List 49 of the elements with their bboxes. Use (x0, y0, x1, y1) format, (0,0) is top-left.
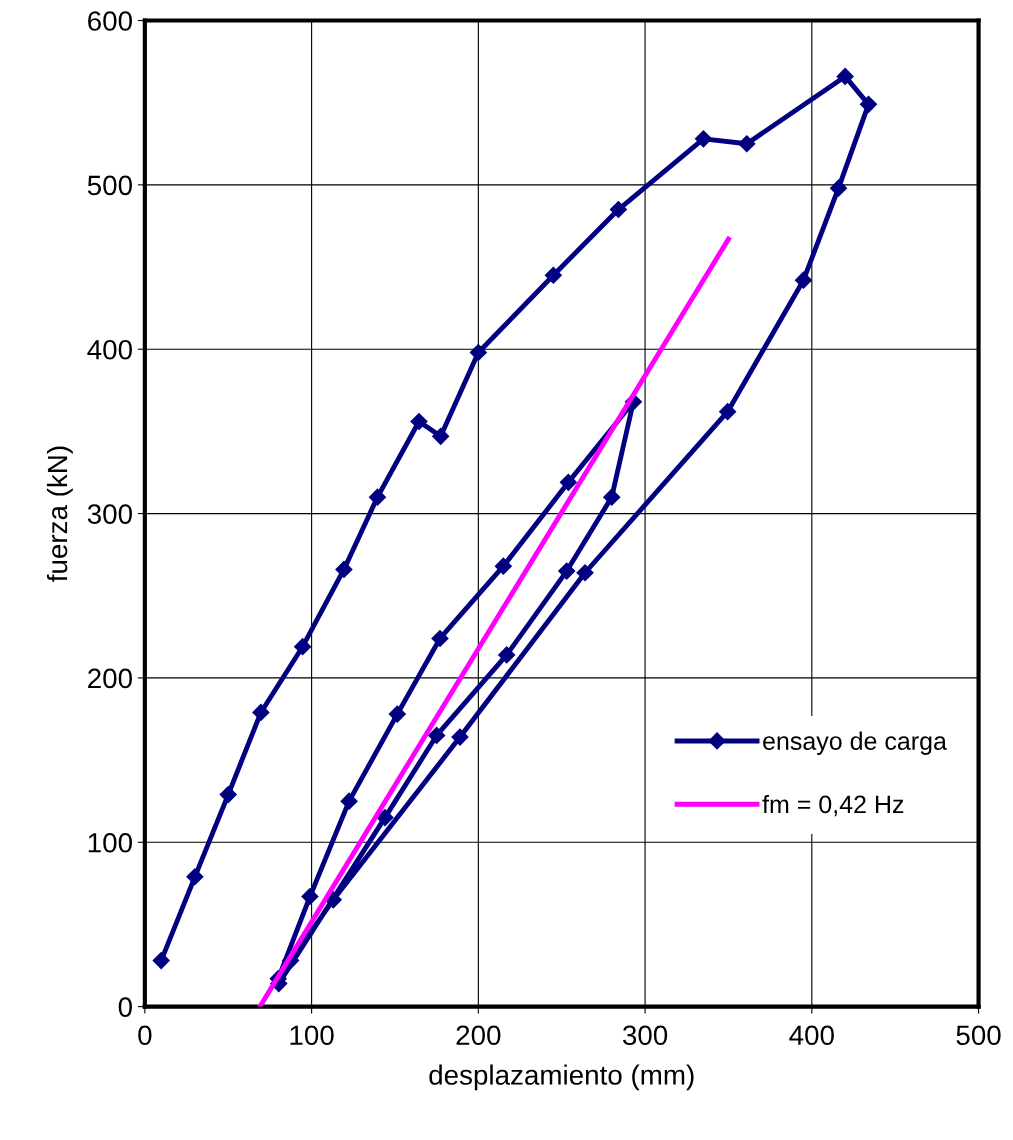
point (301, 887, 319, 906)
point (694, 130, 713, 148)
x-axis-title: desplazamiento (mm) (429, 1064, 694, 1091)
x-tick-label: 200 (456, 1025, 501, 1046)
point (469, 343, 488, 362)
y-tick-label: 400 (87, 339, 132, 360)
y-tick-label: 200 (88, 668, 132, 689)
point (427, 726, 446, 745)
point (252, 703, 270, 722)
point (376, 808, 394, 827)
point (859, 95, 878, 114)
point (293, 637, 312, 656)
y-tick-label: 300 (87, 504, 132, 524)
point (836, 67, 855, 86)
x-tick-label: 400 (789, 1025, 834, 1046)
x-tick-label: 500 (956, 1025, 1001, 1046)
point (609, 200, 628, 219)
y-tick-label: 500 (87, 175, 132, 196)
point (544, 266, 563, 285)
point (410, 412, 428, 431)
point (451, 728, 469, 746)
y-axis-title: fuerza (kN) (46, 446, 73, 582)
point (494, 557, 513, 575)
legend-label: fm = 0,42 Hz (762, 794, 904, 817)
y-tick-label: 0 (118, 997, 132, 1017)
x-tick-label: 100 (290, 1025, 334, 1046)
point (340, 792, 358, 811)
point (559, 473, 578, 492)
y-tick-label: 100 (88, 832, 132, 853)
y-tick-label: 600 (88, 11, 132, 31)
point (602, 488, 621, 506)
point (219, 785, 238, 804)
point (829, 179, 848, 197)
point (368, 488, 387, 506)
point (557, 562, 576, 580)
point (431, 427, 450, 446)
point (737, 134, 756, 153)
point (576, 563, 594, 582)
point (497, 646, 516, 664)
point (335, 560, 353, 579)
x-tick-label: 300 (622, 1025, 668, 1046)
point (794, 271, 813, 290)
legend-label: ensayo de carga (763, 731, 947, 755)
point (718, 402, 737, 421)
point (152, 951, 171, 970)
point (431, 629, 449, 648)
x-tick-label: 0 (138, 1025, 152, 1046)
point (186, 867, 204, 886)
point (388, 705, 407, 723)
